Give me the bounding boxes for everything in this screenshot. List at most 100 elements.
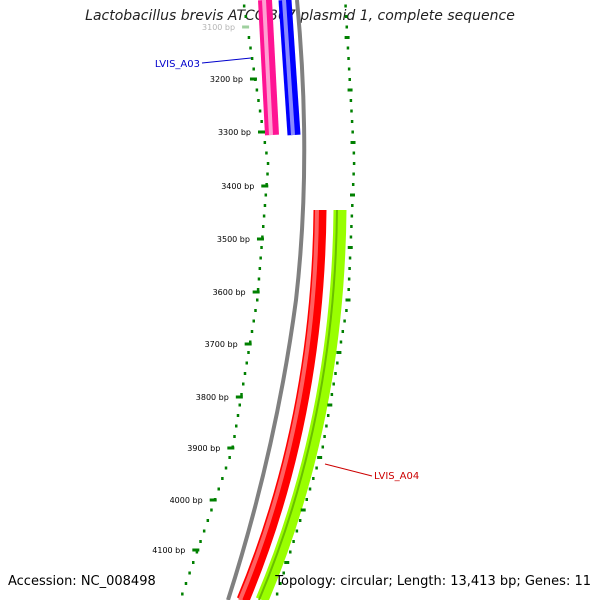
outer-ring-dot xyxy=(344,4,347,8)
outer-ring-dot xyxy=(325,424,328,428)
inner-ring-dot xyxy=(256,288,260,291)
feature-label-lvis-a03[interactable]: LVIS_A03 xyxy=(155,59,200,70)
outer-dotted-ring xyxy=(275,4,356,596)
inner-ring-dot xyxy=(243,372,247,375)
outer-ring-dot xyxy=(343,319,346,323)
inner-ring-dot xyxy=(250,330,254,333)
inner-ring-dot xyxy=(252,319,255,323)
inner-ring-dot xyxy=(235,424,238,428)
inner-ring-dot xyxy=(206,519,210,522)
inner-ring-dot xyxy=(240,393,243,396)
outer-ring-dot xyxy=(345,298,351,302)
outer-ring-dot xyxy=(352,172,355,176)
tick-mark xyxy=(227,446,235,450)
tick-label: 3500 bp xyxy=(217,235,250,244)
outer-ring-dot xyxy=(345,309,348,312)
outer-ring-dot xyxy=(347,288,350,291)
feature-lvis-a03[interactable] xyxy=(258,0,301,136)
outer-ring-dot xyxy=(352,162,356,165)
outer-ring-dot xyxy=(349,235,353,239)
inner-ring-dot xyxy=(266,172,269,176)
inner-ring-dot xyxy=(181,592,184,596)
inner-ring-dot xyxy=(224,466,228,470)
inner-ring-dot xyxy=(247,351,250,354)
outer-ring-dot xyxy=(350,225,353,228)
outer-ring-dot xyxy=(289,550,292,554)
outer-ring-dot xyxy=(326,414,330,417)
outer-ring-dot xyxy=(315,466,318,470)
tick-label: 3400 bp xyxy=(221,182,254,191)
inner-ring-dot xyxy=(249,340,252,344)
outer-ring-dot xyxy=(350,214,354,218)
inner-ring-dot xyxy=(259,256,262,260)
outer-ring-dot xyxy=(323,435,326,438)
inner-ring-dot xyxy=(244,15,247,18)
inner-ring-dot xyxy=(262,214,266,218)
inner-ring-dot xyxy=(210,508,213,512)
inner-ring-dot xyxy=(199,540,202,543)
feature-lvis-a03-arc-blue-highlight xyxy=(282,0,295,136)
inner-ring-dot xyxy=(228,456,231,459)
outer-ring-dot xyxy=(347,88,353,92)
feature-label-leader-a03 xyxy=(201,57,252,64)
outer-ring-dot xyxy=(317,456,323,459)
inner-ring-dot xyxy=(254,309,257,312)
tick-label: 3800 bp xyxy=(196,393,229,402)
tick-mark xyxy=(252,290,260,294)
tick-mark xyxy=(261,184,269,188)
outer-ring-dot xyxy=(348,256,352,260)
inner-ring-dot xyxy=(192,561,195,564)
inner-ring-dot xyxy=(255,88,259,92)
inner-ring-dot xyxy=(250,57,254,60)
tick-mark xyxy=(192,548,200,552)
tick-label: 3900 bp xyxy=(187,444,220,453)
outer-ring-dot xyxy=(298,519,302,522)
inner-ring-dot xyxy=(266,162,270,165)
outer-ring-dot xyxy=(327,403,333,407)
feature-lvis-a04[interactable] xyxy=(236,209,347,600)
inner-ring-dot xyxy=(261,235,264,239)
outer-ring-dot xyxy=(347,277,351,281)
outer-ring-dot xyxy=(321,445,325,449)
inner-ring-dot xyxy=(233,435,236,438)
inner-ring-dot xyxy=(257,99,260,102)
inner-ring-dot xyxy=(263,141,267,144)
feature-lvis-a04-arc-green xyxy=(256,209,347,600)
inner-ring-dot xyxy=(261,225,265,228)
tick-mark xyxy=(209,498,217,502)
tick-mark xyxy=(256,237,264,241)
inner-ring-dot xyxy=(260,120,263,123)
inner-ring-dot xyxy=(264,193,268,197)
outer-ring-dot xyxy=(344,36,350,39)
outer-ring-dot xyxy=(350,109,353,113)
feature-lvis-a03-arc-pink-highlight xyxy=(262,0,273,136)
tick-labels: 3100 bp 3200 bp 3300 bp 3400 bp 3500 bp 3600 … xyxy=(152,23,269,555)
inner-ring-dot xyxy=(242,382,245,386)
outer-ring-dot xyxy=(282,571,285,575)
tick-label: 3200 bp xyxy=(210,75,243,84)
inner-dotted-ring xyxy=(181,4,270,596)
tick-mark xyxy=(242,25,250,29)
topology-summary: Topology: circular; Length: 13,413 bp; G… xyxy=(275,574,591,589)
inner-ring-dot xyxy=(217,487,220,491)
outer-ring-dot xyxy=(351,204,354,207)
inner-ring-dot xyxy=(242,4,246,8)
outer-ring-dot xyxy=(352,151,356,155)
outer-ring-dot xyxy=(347,67,351,71)
outer-ring-dot xyxy=(350,120,354,123)
inner-ring-dot xyxy=(245,361,248,365)
inner-ring-dot xyxy=(221,477,224,480)
outer-ring-dot xyxy=(334,372,337,375)
inner-ring-dot xyxy=(195,550,199,554)
tick-mark xyxy=(249,77,257,81)
feature-label-lvis-a04[interactable]: LVIS_A04 xyxy=(374,471,419,482)
outer-ring-dot xyxy=(292,540,295,543)
accession-label: Accession: NC_008498 xyxy=(8,574,156,589)
inner-ring-dot xyxy=(257,277,261,281)
backbone-arc xyxy=(226,0,307,600)
inner-ring-dot xyxy=(263,204,267,207)
inner-ring-dot xyxy=(256,298,259,302)
outer-ring-dot xyxy=(349,99,353,102)
inner-ring-dot xyxy=(258,267,262,270)
